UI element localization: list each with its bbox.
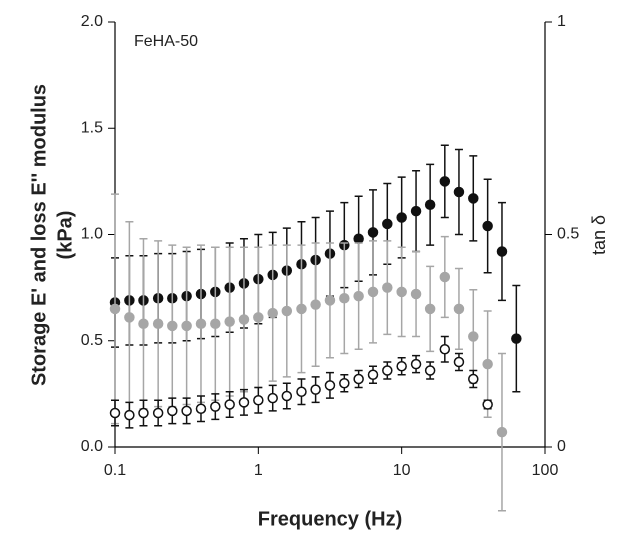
- marker: [195, 403, 207, 414]
- marker: [410, 358, 422, 370]
- marker: [439, 271, 451, 283]
- marker: [324, 295, 336, 306]
- marker: [367, 286, 379, 298]
- marker: [238, 397, 250, 408]
- marker: [167, 405, 178, 417]
- marker: [424, 303, 436, 315]
- x-tick-label: 10: [393, 462, 411, 479]
- marker: [339, 378, 350, 389]
- y2-axis-label: tan δ: [589, 215, 609, 255]
- marker: [353, 373, 364, 385]
- annotation: FeHA-50: [134, 33, 198, 50]
- marker: [468, 331, 479, 342]
- marker: [382, 218, 393, 230]
- marker: [195, 318, 207, 329]
- marker: [253, 395, 264, 406]
- marker: [496, 246, 508, 257]
- marker: [482, 399, 493, 410]
- marker: [281, 390, 293, 402]
- y-tick-label: 2.0: [81, 13, 103, 30]
- marker: [511, 333, 522, 344]
- y-tick-label: 0.5: [81, 332, 103, 349]
- x-tick-label: 100: [532, 462, 559, 479]
- x-tick-label: 0.1: [104, 462, 126, 479]
- marker: [224, 316, 235, 327]
- y-tick-label: 1.0: [81, 226, 103, 243]
- x-axis-label: Frequency (Hz): [258, 508, 402, 530]
- marker: [124, 409, 135, 421]
- marker: [109, 407, 121, 419]
- marker: [310, 299, 321, 310]
- marker: [468, 193, 479, 204]
- marker: [210, 401, 221, 412]
- marker: [382, 365, 393, 376]
- marker: [210, 318, 221, 329]
- marker: [296, 303, 307, 315]
- marker: [296, 386, 307, 397]
- marker: [453, 303, 465, 315]
- y2-tick-label: 1: [557, 13, 566, 30]
- marker: [181, 320, 192, 332]
- marker: [310, 384, 321, 395]
- marker: [382, 282, 393, 293]
- y-tick-label: 1.5: [81, 119, 103, 136]
- marker: [496, 426, 508, 438]
- marker: [339, 293, 350, 304]
- marker: [353, 233, 364, 244]
- marker: [396, 212, 407, 223]
- y-axis-label: Storage E' and loss E'' modulus: [28, 84, 50, 386]
- marker: [138, 318, 149, 329]
- marker: [410, 288, 422, 300]
- marker: [367, 227, 379, 238]
- marker: [396, 361, 407, 372]
- marker: [367, 369, 379, 380]
- marker: [253, 312, 264, 323]
- marker: [482, 358, 493, 370]
- x-tick-label: 1: [254, 462, 263, 479]
- marker: [410, 205, 422, 217]
- marker: [453, 186, 465, 198]
- marker: [396, 286, 407, 298]
- marker: [281, 305, 293, 317]
- marker: [439, 176, 451, 187]
- marker: [138, 407, 149, 419]
- marker: [224, 399, 235, 410]
- marker: [267, 307, 278, 319]
- marker: [324, 380, 336, 391]
- marker: [152, 318, 164, 329]
- y2-tick-label: 0: [557, 438, 566, 455]
- marker: [353, 290, 364, 302]
- marker: [468, 373, 479, 385]
- y2-tick-label: 0.5: [557, 226, 579, 243]
- marker: [267, 392, 278, 404]
- marker: [181, 405, 192, 417]
- marker: [167, 320, 178, 332]
- marker: [453, 356, 465, 368]
- marker: [482, 220, 493, 232]
- y-tick-label: 0.0: [81, 438, 103, 455]
- marker: [439, 344, 451, 355]
- marker: [124, 312, 135, 323]
- marker: [152, 407, 164, 419]
- marker: [109, 303, 121, 315]
- marker: [424, 199, 436, 210]
- marker: [238, 314, 250, 325]
- y-axis-unit: (kPa): [54, 211, 76, 260]
- marker: [424, 365, 436, 376]
